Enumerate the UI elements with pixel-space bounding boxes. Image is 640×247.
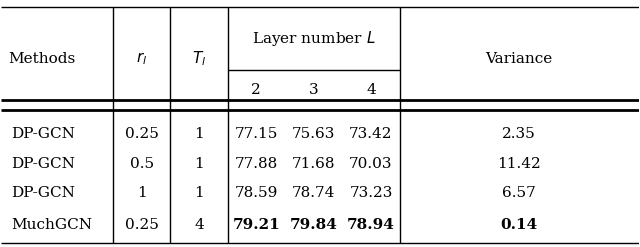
Text: 2: 2	[252, 83, 261, 97]
Text: Methods: Methods	[8, 52, 75, 66]
Text: 78.59: 78.59	[235, 186, 278, 200]
Text: 0.5: 0.5	[129, 157, 154, 171]
Text: 1: 1	[194, 127, 204, 142]
Text: MuchGCN: MuchGCN	[11, 218, 92, 232]
Text: DP-GCN: DP-GCN	[11, 127, 75, 142]
Text: 1: 1	[194, 157, 204, 171]
Text: 79.21: 79.21	[232, 218, 280, 232]
Text: 3: 3	[309, 83, 319, 97]
Text: 0.25: 0.25	[125, 127, 159, 142]
Text: 79.84: 79.84	[290, 218, 337, 232]
Text: 73.42: 73.42	[349, 127, 393, 142]
Text: $T_l$: $T_l$	[192, 49, 206, 68]
Text: 6.57: 6.57	[502, 186, 536, 200]
Text: 77.15: 77.15	[235, 127, 278, 142]
Text: Variance: Variance	[486, 52, 553, 66]
Text: 1: 1	[194, 186, 204, 200]
Text: Layer number $L$: Layer number $L$	[252, 29, 376, 48]
Text: 0.14: 0.14	[500, 218, 538, 232]
Text: 77.88: 77.88	[235, 157, 278, 171]
Text: DP-GCN: DP-GCN	[11, 186, 75, 200]
Text: 0.25: 0.25	[125, 218, 159, 232]
Text: 70.03: 70.03	[349, 157, 393, 171]
Text: 11.42: 11.42	[497, 157, 541, 171]
Text: 1: 1	[137, 186, 147, 200]
Text: 2.35: 2.35	[502, 127, 536, 142]
Text: 4: 4	[194, 218, 204, 232]
Text: 4: 4	[366, 83, 376, 97]
Text: $r_l$: $r_l$	[136, 50, 147, 67]
Text: 73.23: 73.23	[349, 186, 393, 200]
Text: 75.63: 75.63	[292, 127, 335, 142]
Text: 78.74: 78.74	[292, 186, 335, 200]
Text: 78.94: 78.94	[347, 218, 395, 232]
Text: 71.68: 71.68	[292, 157, 335, 171]
Text: DP-GCN: DP-GCN	[11, 157, 75, 171]
